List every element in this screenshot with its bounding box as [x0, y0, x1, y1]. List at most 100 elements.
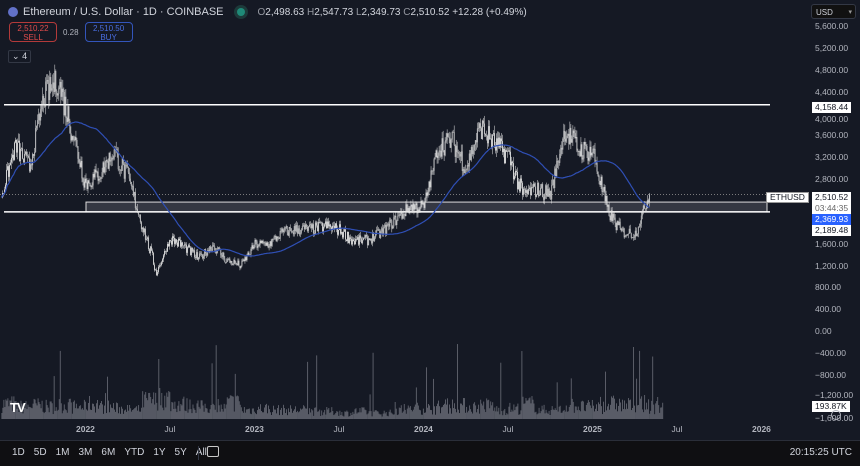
candle-body [94, 169, 96, 178]
clock[interactable]: 20:15:25 UTC [789, 447, 852, 458]
volume-bar [450, 408, 451, 419]
candle-body [75, 137, 77, 140]
volume-bar [626, 403, 627, 419]
y-tick-label: 1,200.00 [815, 260, 849, 271]
volume-bar [431, 410, 432, 419]
candle-body [554, 168, 556, 189]
candle-body [230, 260, 232, 263]
y-tick-label: 1,600.00 [815, 238, 849, 249]
volume-bar [326, 407, 328, 419]
y-tick-label: 400.00 [815, 304, 841, 315]
candle-body [360, 235, 362, 239]
volume-bar [224, 408, 226, 419]
candle-body [396, 220, 398, 226]
candle-body [39, 114, 41, 121]
candle-body [383, 226, 385, 234]
volume-bar [279, 415, 280, 419]
market-open-icon [236, 8, 245, 16]
candle-body [250, 248, 252, 255]
volume-bar [511, 409, 513, 419]
candle-body [58, 87, 60, 94]
volume-bar [167, 396, 169, 419]
candle-body [181, 242, 182, 247]
volume-bar [52, 414, 54, 419]
range-button-1d[interactable]: 1D [12, 447, 25, 458]
volume-bar [20, 400, 22, 419]
candle-body [147, 237, 149, 250]
volume-bar [574, 406, 576, 419]
indicators-collapse-button[interactable]: ⌄ 4 [8, 50, 32, 63]
volume-bar [522, 396, 524, 419]
settings-icon[interactable] [831, 410, 841, 420]
candle-body [82, 178, 84, 182]
volume-bar [15, 401, 17, 419]
volume-bar [248, 408, 250, 419]
volume-bar [404, 409, 406, 419]
volume-bar [485, 412, 487, 419]
candle-body [612, 213, 614, 221]
candle-body [107, 161, 109, 169]
candle-body [466, 165, 468, 170]
range-button-3m[interactable]: 3M [78, 447, 93, 458]
candle-body [534, 183, 536, 187]
volume-bar [66, 412, 68, 419]
candle-body [46, 80, 48, 82]
volume-bar [501, 411, 503, 419]
candle-body [369, 238, 371, 241]
volume-bar [206, 408, 208, 419]
volume-bar [198, 406, 200, 419]
candle-body [479, 123, 481, 129]
volume-bar [477, 408, 479, 419]
candle-body [254, 240, 256, 247]
candle-body [528, 188, 530, 194]
volume-bar [235, 396, 237, 419]
candle-body [145, 238, 147, 240]
candle-body [363, 237, 365, 241]
candle-body [648, 194, 650, 203]
candle-body [203, 256, 205, 259]
sell-button[interactable]: 2,510.22 SELL [9, 22, 57, 42]
range-button-all[interactable]: All [195, 447, 207, 458]
price-chart[interactable] [0, 0, 860, 440]
volume-bar [280, 409, 281, 419]
volume-bar [608, 403, 609, 419]
symbol-title[interactable]: Ethereum / U.S. Dollar · 1D · COINBASE [23, 6, 224, 18]
candle-body [321, 223, 323, 232]
buy-button[interactable]: 2,510.50 BUY [84, 22, 133, 42]
candle-body [391, 220, 393, 229]
candle-body [625, 235, 627, 236]
chart-area[interactable]: Ethereum / U.S. Dollar · 1D · COINBASE O… [0, 0, 860, 440]
candle-body [128, 172, 130, 179]
candle-body [642, 205, 644, 211]
range-button-1y[interactable]: 1Y [153, 447, 166, 458]
range-button-6m[interactable]: 6M [101, 447, 116, 458]
volume-bar [301, 409, 303, 419]
candle-body [104, 167, 106, 173]
calendar-goto-icon[interactable] [207, 446, 219, 457]
volume-bar [125, 409, 126, 419]
volume-bar [41, 400, 43, 419]
candle-body [546, 185, 548, 197]
volume-bar [141, 407, 143, 419]
tradingview-logo[interactable]: TV [10, 400, 26, 415]
volume-bar [127, 405, 128, 419]
range-button-5d[interactable]: 5D [33, 447, 47, 458]
volume-bar [634, 405, 635, 419]
range-button-ytd[interactable]: YTD [124, 447, 145, 458]
candle-body [613, 213, 615, 218]
volume-bar [229, 395, 231, 419]
currency-select[interactable]: USD ▾ [811, 4, 856, 19]
volume-bar [119, 407, 120, 419]
volume-bar [650, 410, 652, 419]
candle-body [421, 200, 423, 205]
candle-body [640, 215, 642, 224]
range-button-5y[interactable]: 5Y [174, 447, 187, 458]
candle-body [373, 233, 375, 241]
volume-bar [507, 414, 509, 419]
volume-bar [277, 408, 278, 419]
volume-bar [492, 402, 494, 419]
candle-body [18, 140, 20, 143]
volume-bar [582, 401, 584, 419]
range-button-1m[interactable]: 1M [55, 447, 70, 458]
candle-body [50, 77, 52, 91]
